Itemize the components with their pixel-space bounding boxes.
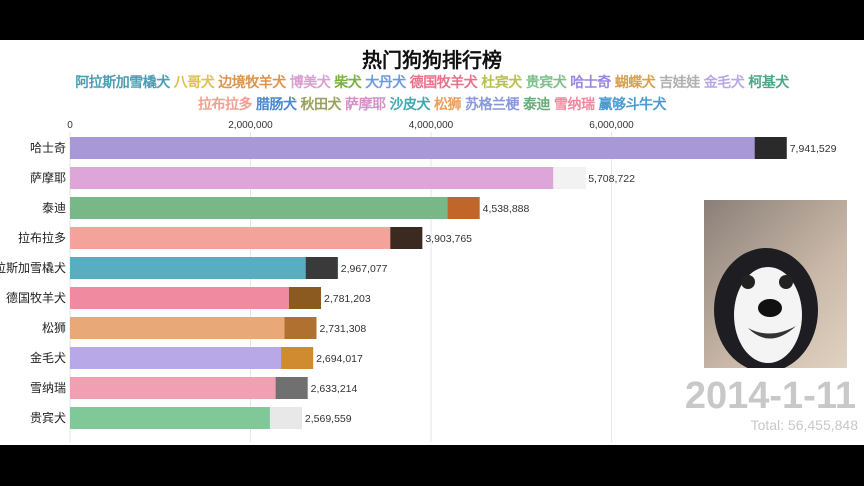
- husky-face-image: [714, 248, 818, 368]
- category-label: 松狮: [42, 321, 66, 335]
- value-label: 5,708,722: [588, 173, 635, 185]
- bar: [70, 377, 308, 399]
- legend-item: 秋田犬: [300, 97, 342, 113]
- category-label: 雪纳瑞: [30, 381, 66, 395]
- dog-thumbnail: [289, 287, 322, 309]
- value-label: 2,967,077: [341, 263, 388, 275]
- legend-item: 柯基犬: [748, 75, 789, 91]
- bar: [70, 287, 322, 309]
- dog-thumbnail: [281, 347, 314, 369]
- bar: [70, 257, 338, 279]
- chart-title: 热门狗狗排行榜: [362, 48, 502, 72]
- category-label: 拉布拉多: [18, 230, 66, 245]
- dog-thumbnail: [447, 197, 480, 219]
- legend-item: 萨摩耶: [345, 97, 386, 113]
- category-label: 泰迪: [42, 201, 66, 215]
- legend-item: 腊肠犬: [256, 97, 297, 113]
- dog-thumbnail: [275, 377, 308, 399]
- legend-item: 德国牧羊犬: [409, 75, 478, 91]
- legend-item: 哈士奇: [570, 75, 611, 91]
- legend-item: 雪纳瑞: [554, 97, 595, 113]
- dog-thumbnail: [390, 227, 423, 249]
- category-label: 萨摩耶: [30, 170, 66, 185]
- bar: [70, 227, 423, 249]
- legend-item: 松狮: [434, 97, 462, 113]
- legend-item: 杜宾犬: [481, 75, 522, 91]
- dog-thumbnail: [305, 257, 338, 279]
- value-label: 4,538,888: [483, 203, 530, 215]
- legend-item: 柴犬: [334, 75, 362, 91]
- x-tick-label: 6,000,000: [589, 120, 634, 131]
- x-tick-label: 2,000,000: [228, 120, 273, 131]
- husky-photo: [704, 200, 847, 368]
- category-label: 德国牧羊犬: [6, 290, 66, 305]
- legend-item: 赢够斗牛犬: [598, 97, 667, 113]
- total-label: Total: 56,455,848: [750, 417, 858, 433]
- bar: [70, 137, 787, 159]
- legend-item: 边境牧羊犬: [218, 75, 286, 91]
- legend-item: 大丹犬: [365, 75, 406, 91]
- category-label: 阿拉斯加雪橇犬: [0, 260, 66, 275]
- dog-thumbnail: [754, 137, 787, 159]
- legend-item: 博美犬: [289, 75, 331, 91]
- value-label: 2,694,017: [316, 353, 363, 365]
- value-label: 2,633,214: [311, 383, 358, 395]
- legend-item: 八哥犬: [173, 75, 215, 91]
- bar-chart: 0 2,000,000 4,000,000 6,000,000 哈士奇 7,941,529…: [0, 120, 837, 442]
- dog-thumbnail: [269, 407, 302, 429]
- legend-row-1: 阿拉斯加雪橇犬 八哥犬 边境牧羊犬 博美犬 柴犬 大丹犬 德国牧羊犬 杜宾犬 贵宾犬 哈士奇 蝴蝶犬…: [0, 72, 864, 92]
- legend-item: 阿拉斯加雪橇犬: [75, 75, 170, 91]
- dog-thumbnail: [284, 317, 317, 339]
- x-tick-label: 4,000,000: [409, 120, 454, 131]
- category-label: 金毛犬: [30, 350, 66, 365]
- legend-row-2: 拉布拉多 腊肠犬 秋田犬 萨摩耶 沙皮犬 松狮 苏格兰梗 泰迪 雪纳瑞 赢够斗牛犬: [0, 94, 864, 114]
- legend-item: 吉娃娃: [659, 75, 700, 91]
- bar: [70, 167, 586, 189]
- value-label: 3,903,765: [425, 233, 472, 245]
- value-label: 2,781,203: [324, 293, 371, 305]
- value-label: 2,731,308: [320, 323, 367, 335]
- date-label: 2014-1-11: [684, 375, 856, 417]
- bar: [70, 197, 480, 219]
- value-label: 2,569,559: [305, 413, 352, 425]
- value-label: 7,941,529: [790, 143, 837, 155]
- chart-stage: 0 2,000,000 4,000,000 6,000,000 哈士奇 7,941,529…: [0, 40, 864, 445]
- dog-thumbnail: [553, 167, 586, 189]
- x-tick-label: 0: [67, 120, 73, 131]
- legend-item: 沙皮犬: [389, 97, 431, 113]
- legend-item: 金毛犬: [703, 75, 745, 91]
- legend-item: 蝴蝶犬: [614, 75, 656, 91]
- legend-item: 泰迪: [523, 97, 551, 113]
- legend-item: 苏格兰梗: [465, 97, 520, 113]
- legend-item: 拉布拉多: [198, 97, 253, 113]
- bar: [70, 347, 314, 369]
- bar: [70, 317, 317, 339]
- category-label: 哈士奇: [30, 141, 66, 155]
- bar: [70, 407, 302, 429]
- category-label: 贵宾犬: [30, 410, 66, 425]
- legend-item: 贵宾犬: [525, 75, 567, 91]
